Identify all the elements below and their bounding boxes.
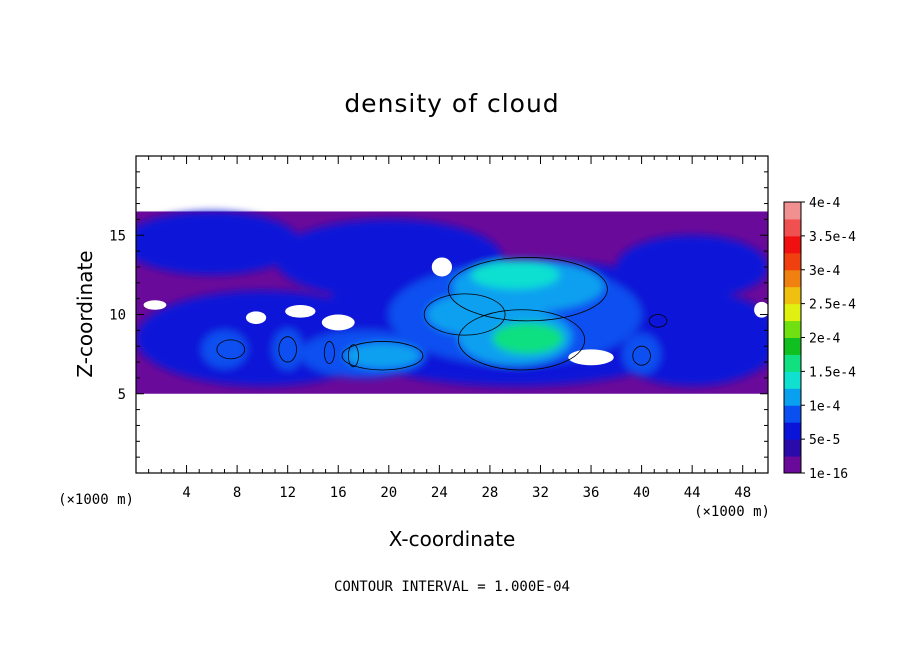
- density-region-10: [622, 333, 661, 375]
- colorbar-label: 1e-4: [809, 399, 840, 414]
- density-region-8: [201, 330, 248, 369]
- colorbar: 1e-16 5e-5 1e-4 1.5e-4 2e-4 2.5e-4 3e-4 3.5e-4 4…: [783, 196, 856, 482]
- y-axis: 5 10 15: [109, 171, 768, 458]
- colorbar-label: 5e-5: [809, 433, 840, 448]
- density-region-9: [272, 328, 303, 370]
- y-tick-label: 10: [109, 308, 126, 324]
- colorbar-swatch: [784, 439, 801, 457]
- clear-gap-0: [431, 257, 452, 277]
- colorbar-label: 1.5e-4: [809, 365, 856, 380]
- contour-4: [216, 339, 246, 360]
- contour-8: [632, 345, 651, 366]
- x-tick-label: 28: [481, 485, 498, 501]
- contour-0: [447, 257, 608, 322]
- colorbar-swatch: [784, 202, 801, 220]
- x-tick-label: 24: [431, 485, 448, 501]
- clear-gap-1: [245, 311, 267, 325]
- colorbar-swatch: [784, 337, 801, 355]
- colorbar-swatch: [784, 354, 801, 372]
- colorbar-swatch: [784, 303, 801, 322]
- contour-interval-note: CONTOUR INTERVAL = 1.000E-04: [334, 579, 570, 595]
- y-tick-label: 15: [109, 228, 126, 244]
- colorbar-swatch: [784, 388, 801, 406]
- colorbar-swatch: [784, 286, 801, 305]
- x-tick-label: 36: [583, 485, 600, 501]
- density-region-14: [344, 343, 421, 369]
- x-unit-right: (×1000 m): [694, 504, 770, 520]
- colorbar-swatch: [784, 218, 801, 237]
- colorbar-swatch: [784, 456, 801, 474]
- x-tick-label: 8: [233, 485, 241, 501]
- clear-gap-2: [321, 314, 355, 331]
- colorbar-label: 2.5e-4: [809, 298, 856, 313]
- clear-gap-5: [143, 300, 167, 310]
- colorbar-swatch: [784, 235, 801, 254]
- density-region-15: [470, 260, 560, 290]
- clear-gap-4: [568, 349, 614, 366]
- clear-gap-6: [754, 301, 768, 318]
- contour-2: [423, 293, 506, 336]
- contour-5: [278, 336, 297, 363]
- colorbar-label: 1e-16: [809, 467, 848, 482]
- colorbar-label: 3.5e-4: [809, 230, 856, 245]
- x-axis: 4 8 12 16 20 24 28 32 36 40 44 48: [148, 156, 756, 501]
- x-unit-left: (×1000 m): [58, 492, 134, 508]
- x-tick-label: 20: [380, 485, 397, 501]
- x-tick-label: 44: [684, 485, 701, 501]
- colorbar-swatch: [784, 252, 801, 271]
- density-field: [136, 211, 768, 394]
- contour-3: [341, 341, 424, 371]
- x-tick-label: 16: [330, 485, 347, 501]
- colorbar-swatch: [784, 405, 801, 423]
- x-axis-label: X-coordinate: [389, 527, 516, 551]
- contour-9: [648, 314, 668, 328]
- colorbar-label: 4e-4: [809, 196, 840, 211]
- density-region-0: [136, 211, 301, 275]
- colorbar-swatch: [784, 371, 801, 389]
- contour-6: [323, 341, 335, 365]
- chart-title: density of cloud: [344, 89, 559, 118]
- y-axis-label: Z-coordinate: [73, 250, 97, 377]
- x-tick-label: 32: [532, 485, 549, 501]
- contour-7: [347, 344, 359, 368]
- x-tick-label: 48: [734, 485, 751, 501]
- y-tick-label: 5: [118, 387, 126, 403]
- colorbar-label: 3e-4: [809, 264, 840, 279]
- x-tick-label: 40: [633, 485, 650, 501]
- colorbar-label: 2e-4: [809, 332, 840, 347]
- contour-1: [457, 309, 586, 371]
- clear-gap-3: [285, 304, 316, 318]
- x-tick-label: 4: [182, 485, 190, 501]
- x-tick-label: 12: [279, 485, 296, 501]
- contour-lines: [216, 257, 668, 371]
- density-region-16: [492, 322, 564, 355]
- colorbar-swatch: [784, 422, 801, 440]
- colorbar-swatch: [784, 269, 801, 288]
- colorbar-swatch: [784, 320, 801, 338]
